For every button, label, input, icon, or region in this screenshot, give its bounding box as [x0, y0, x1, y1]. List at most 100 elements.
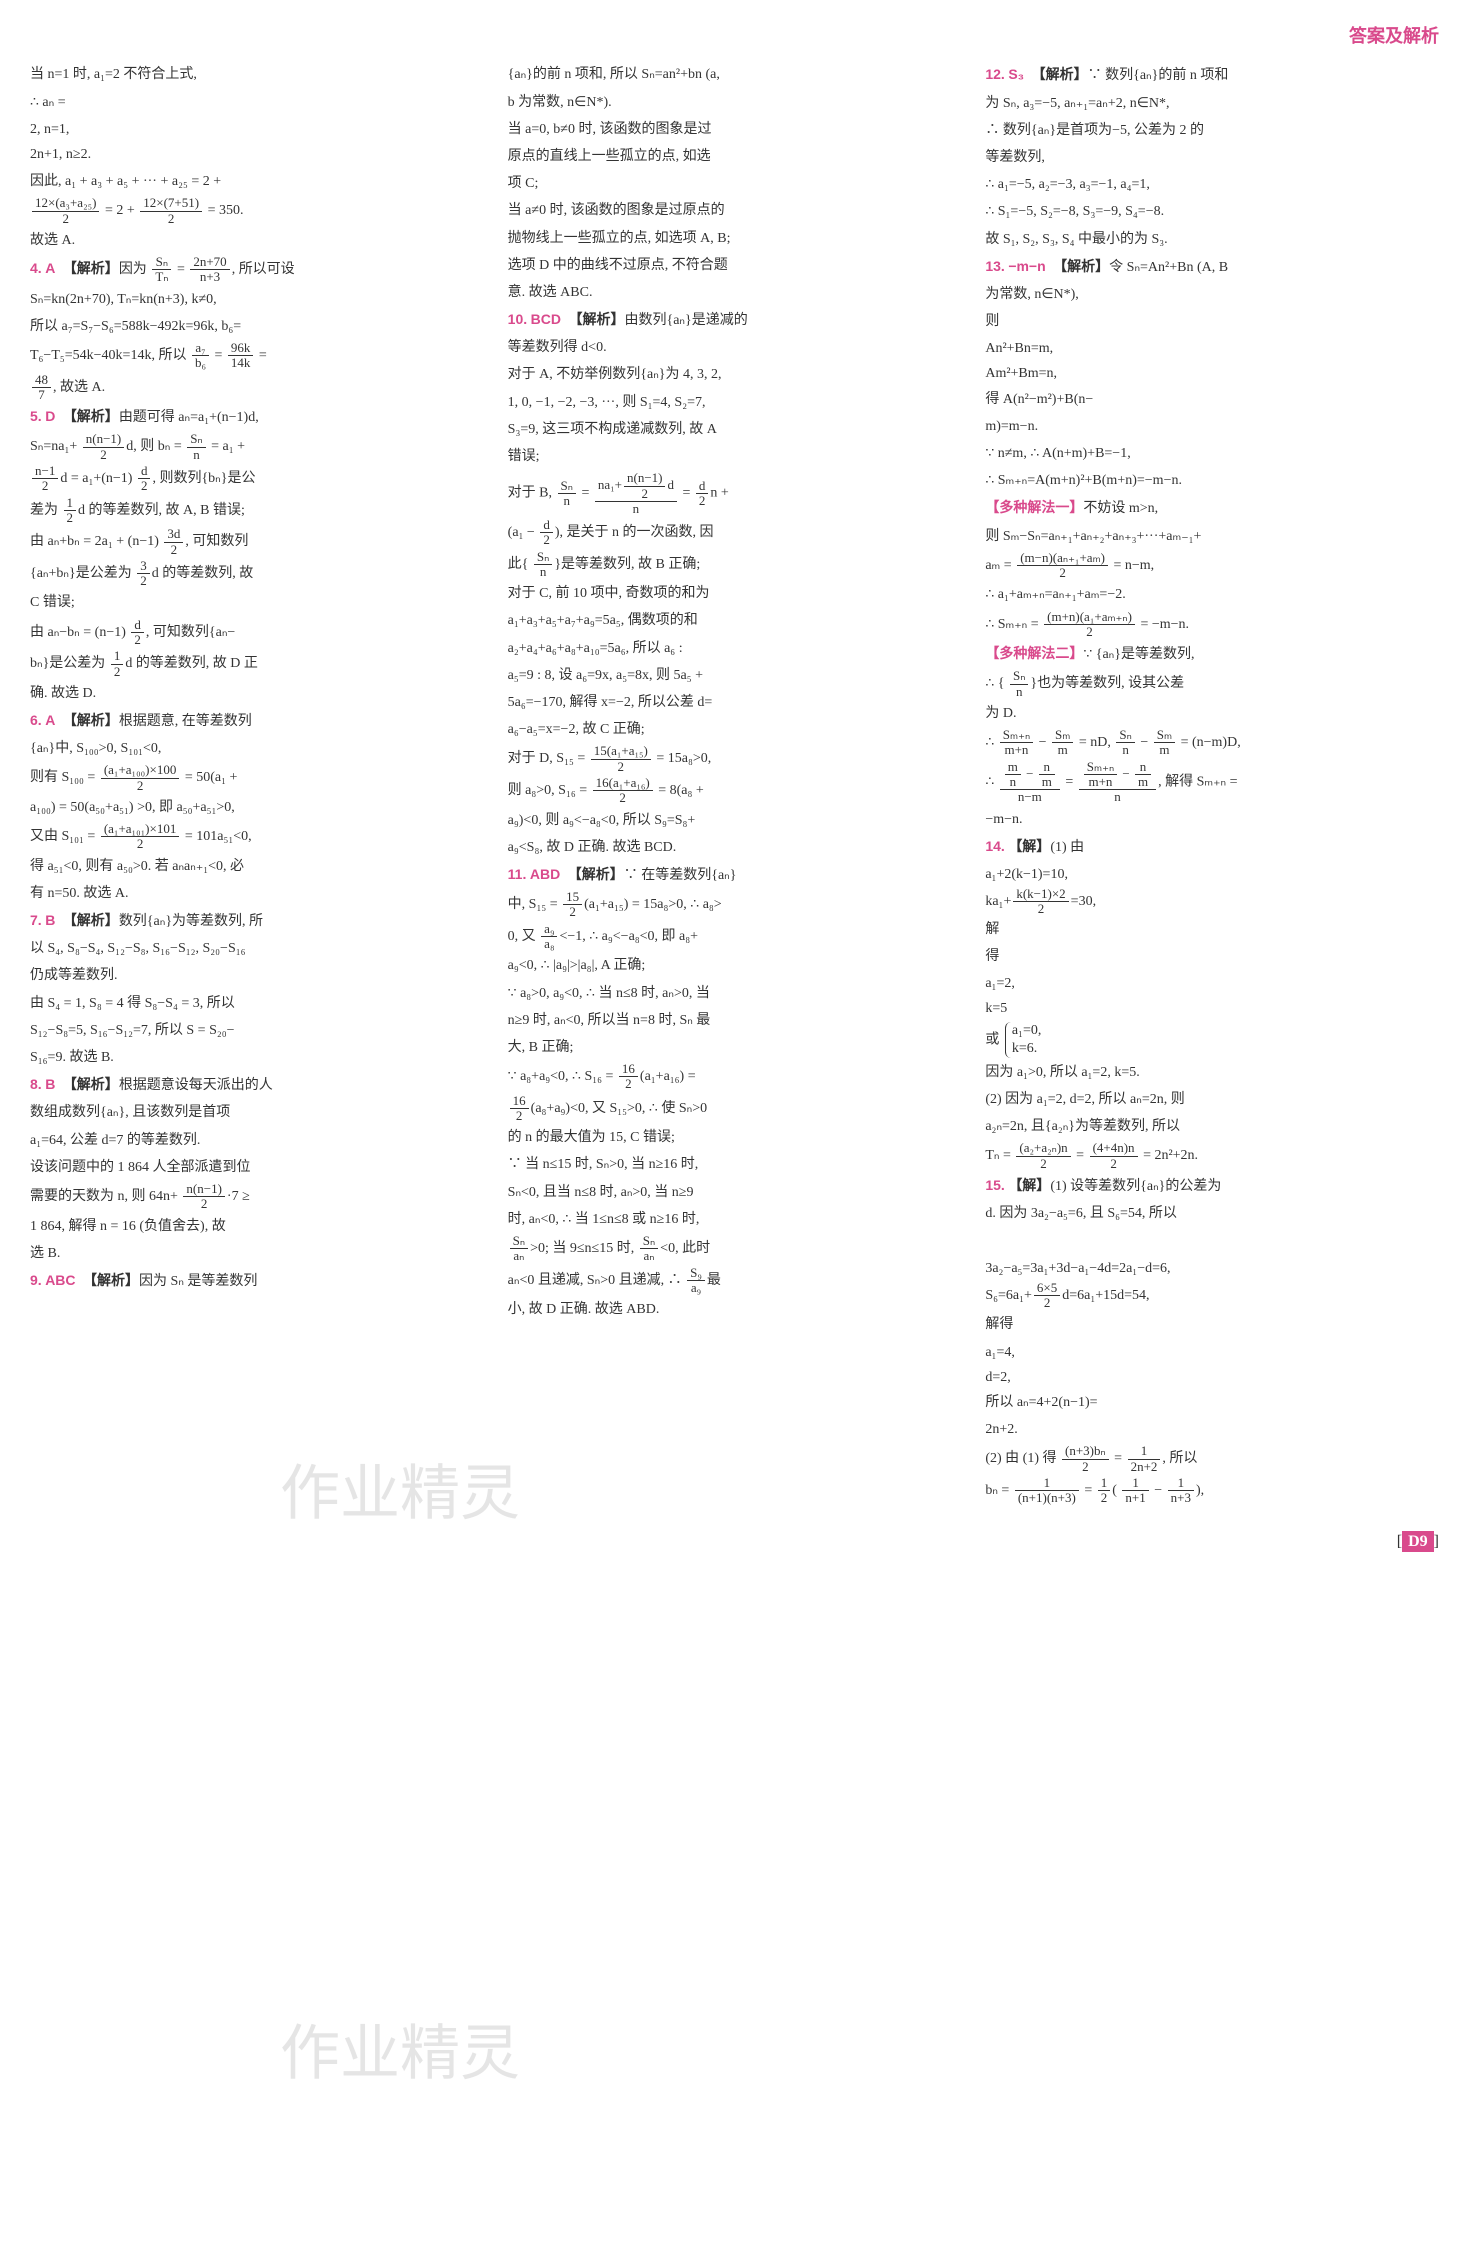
text: ∴ aₙ =	[30, 90, 484, 115]
text: aₘ = (m−n)(aₙ₊₁+aₘ)2 = n−m,	[985, 551, 1439, 581]
text: bₙ}是公差为 12d 的等差数列, 故 D 正	[30, 649, 484, 679]
text: 仍成等差数列.	[30, 963, 484, 988]
text: Sₙ=kn(2n+70), Tₙ=kn(n+3), k≠0,	[30, 287, 484, 312]
text: 由 aₙ+bₙ = 2a₁ + (n−1) 3d2, 可知数列	[30, 527, 484, 557]
text: ∴ S₁=−5, S₂=−8, S₃=−9, S₄=−8.	[985, 199, 1439, 224]
text: a₁₀₀) = 50(a₅₀+a₅₁) >0, 即 a₅₀+a₅₁>0,	[30, 795, 484, 820]
q15: 15. 【解】(1) 设等差数列{aₙ}的公差为	[985, 1173, 1439, 1199]
text: 得	[985, 944, 1439, 969]
text: 中, S₁₅ = 152(a₁+a₁₅) = 15a₈>0, ∴ a₈>	[508, 890, 962, 920]
text: 0, 又 a₉a₈<−1, ∴ a₉<−a₈<0, 即 a₈+	[508, 922, 962, 952]
text: (2) 由 (1) 得 (n+3)bₙ2 = 12n+2, 所以	[985, 1444, 1439, 1474]
q10: 10. BCD 【解析】由数列{aₙ}是递减的	[508, 307, 962, 333]
q4: 4. A 【解析】因为 SₙTₙ = 2n+70n+3, 所以可设	[30, 255, 484, 285]
text: 又由 S₁₀₁ = (a₁+a₁₀₁)×1012 = 101a₅₁<0,	[30, 822, 484, 852]
text: 162(a₈+a₉)<0, 又 S₁₅>0, ∴ 使 Sₙ>0	[508, 1094, 962, 1124]
q5: 5. D 【解析】由题可得 aₙ=a₁+(n−1)d,	[30, 404, 484, 430]
text: 差为 12d 的等差数列, 故 A, B 错误;	[30, 496, 484, 526]
text: (a₁ − d2), 是关于 n 的一次函数, 因	[508, 518, 962, 548]
text: 意. 故选 ABC.	[508, 280, 962, 305]
text: 选项 D 中的曲线不过原点, 不符合题	[508, 253, 962, 278]
column-1: 当 n=1 时, a₁=2 不符合上式, ∴ aₙ = 2, n=1,2n+1,…	[30, 62, 484, 1507]
text: 等差数列得 d<0.	[508, 335, 962, 360]
text: 为常数, n∈N*),	[985, 282, 1439, 307]
text: 由 S₄ = 1, S₈ = 4 得 S₈−S₄ = 3, 所以	[30, 991, 484, 1016]
text: b 为常数, n∈N*).	[508, 90, 962, 115]
text: a₅=9 : 8, 设 a₆=9x, a₅=8x, 则 5a₅ +	[508, 663, 962, 688]
text: 得 a₅₁<0, 则有 a₅₀>0. 若 aₙaₙ₊₁<0, 必	[30, 854, 484, 879]
text: 则 a₈>0, S₁₆ = 16(a₁+a₁₆)2 = 8(a₈ +	[508, 776, 962, 806]
text: 的 n 的最大值为 15, C 错误;	[508, 1125, 962, 1150]
text: aₙ<0 且递减, Sₙ>0 且递减, ∴ S₉a₉最	[508, 1266, 962, 1296]
text: ∴ 数列{aₙ}是首项为−5, 公差为 2 的	[985, 118, 1439, 143]
q12: 12. S₃ 【解析】∵ 数列{aₙ}的前 n 项和	[985, 62, 1439, 88]
text: 当 a=0, b≠0 时, 该函数的图象是过	[508, 117, 962, 142]
text: 对于 A, 不妨举例数列{aₙ}为 4, 3, 2,	[508, 362, 962, 387]
text: Sₙ<0, 且当 n≤8 时, aₙ>0, 当 n≥9	[508, 1180, 962, 1205]
text: S₁₆=9. 故选 B.	[30, 1045, 484, 1070]
text: 确. 故选 D.	[30, 681, 484, 706]
text: Tₙ = (a₂+a₂ₙ)n2 = (4+4n)n2 = 2n²+2n.	[985, 1141, 1439, 1171]
text: S₁₂−S₈=5, S₁₆−S₁₂=7, 所以 S = S₂₀−	[30, 1018, 484, 1043]
text: 数组成数列{aₙ}, 且该数列是首项	[30, 1100, 484, 1125]
text: 解得	[985, 1312, 1439, 1337]
text: {aₙ+bₙ}是公差为 32d 的等差数列, 故	[30, 559, 484, 589]
text: ∵ a₈+a₉<0, ∴ S₁₆ = 162(a₁+a₁₆) =	[508, 1062, 962, 1092]
text: a₂+a₄+a₆+a₈+a₁₀=5a₆, 所以 a₆ :	[508, 636, 962, 661]
text: {aₙ}中, S₁₀₀>0, S₁₀₁<0,	[30, 736, 484, 761]
text: 因为 a₁>0, 所以 a₁=2, k=5.	[985, 1060, 1439, 1085]
text: ∵ a₈>0, a₉<0, ∴ 当 n≤8 时, aₙ>0, 当	[508, 981, 962, 1006]
text: ∴ { Sₙn}也为等差数列, 设其公差	[985, 669, 1439, 699]
text: S₃=9, 这三项不构成递减数列, 故 A	[508, 417, 962, 442]
text: 1 864, 解得 n = 16 (负值舍去), 故	[30, 1214, 484, 1239]
text: 12×(a₃+a₂₅)2 = 2 + 12×(7+51)2 = 350.	[30, 196, 484, 226]
text: 则	[985, 309, 1439, 334]
q14: 14. 【解】(1) 由	[985, 834, 1439, 860]
q7: 7. B 【解析】数列{aₙ}为等差数列, 所	[30, 908, 484, 934]
text: a₁+a₃+a₅+a₇+a₉=5a₅, 偶数项的和	[508, 608, 962, 633]
text: 此{ Sₙn}是等差数列, 故 B 正确;	[508, 550, 962, 580]
text: T₆−T₅=54k−40k=14k, 所以 a₇b₆ = 96k14k =	[30, 341, 484, 371]
text: 设该问题中的 1 864 人全部派遣到位	[30, 1155, 484, 1180]
text: 则有 S₁₀₀ = (a₁+a₁₀₀)×1002 = 50(a₁ +	[30, 763, 484, 793]
text: d. 因为 3a₂−a₅=6, 且 S₆=54, 所以	[985, 1201, 1439, 1226]
text: a₉<0, ∴ |a₉|>|a₈|, A 正确;	[508, 953, 962, 978]
text: 对于 C, 前 10 项中, 奇数项的和为	[508, 581, 962, 606]
text: 以 S₄, S₈−S₄, S₁₂−S₈, S₁₆−S₁₂, S₂₀−S₁₆	[30, 936, 484, 961]
text: 5a₆=−170, 解得 x=−2, 所以公差 d=	[508, 690, 962, 715]
text: 故选 A.	[30, 228, 484, 253]
text: a₁=64, 公差 d=7 的等差数列.	[30, 1128, 484, 1153]
text: 2n+2.	[985, 1417, 1439, 1442]
text: {aₙ}的前 n 项和, 所以 Sₙ=an²+bn (a,	[508, 62, 962, 87]
q8: 8. B 【解析】根据题意设每天派出的人	[30, 1072, 484, 1098]
text: 小, 故 D 正确. 故选 ABD.	[508, 1297, 962, 1322]
text: n≥9 时, aₙ<0, 所以当 n=8 时, Sₙ 最	[508, 1008, 962, 1033]
text: 大, B 正确;	[508, 1035, 962, 1060]
text: 故 S₁, S₂, S₃, S₄ 中最小的为 S₃.	[985, 227, 1439, 252]
text: ∴ Sₘ₊ₙ=A(m+n)²+B(m+n)=−m−n.	[985, 468, 1439, 493]
text: ∵ 当 n≤15 时, Sₙ>0, 当 n≥16 时,	[508, 1152, 962, 1177]
text: 选 B.	[30, 1241, 484, 1266]
text: ∴ Sₘ₊ₙm+n − Sₘm = nD, Sₙn − Sₘm = (n−m)D…	[985, 728, 1439, 758]
column-3: 12. S₃ 【解析】∵ 数列{aₙ}的前 n 项和 为 Sₙ, a₃=−5, …	[985, 62, 1439, 1507]
text: 当 n=1 时, a₁=2 不符合上式,	[30, 62, 484, 87]
text: ∴ mn − nmn−m = Sₘ₊ₙm+n − nmn, 解得 Sₘ₊ₙ =	[985, 760, 1439, 805]
text: 等差数列,	[985, 145, 1439, 170]
text: ∵ n≠m, ∴ A(n+m)+B=−1,	[985, 441, 1439, 466]
text: 抛物线上一些孤立的点, 如选项 A, B;	[508, 226, 962, 251]
text: 1, 0, −1, −2, −3, ···, 则 S₁=4, S₂=7,	[508, 390, 962, 415]
watermark: 作业精灵	[280, 2000, 520, 2108]
method1: 【多种解法一】不妨设 m>n,	[985, 495, 1439, 521]
text: 所以 a₇=S₇−S₆=588k−492k=96k, b₆=	[30, 314, 484, 339]
text: 需要的天数为 n, 则 64n+ n(n−1)2·7 ≥	[30, 1182, 484, 1212]
text: 则 Sₘ−Sₙ=aₙ₊₁+aₙ₊₂+aₙ₊₃+···+aₘ₋₁+	[985, 524, 1439, 549]
text: ∴ a₁=−5, a₂=−3, a₃=−1, a₄=1,	[985, 172, 1439, 197]
text: 当 a≠0 时, 该函数的图象是过原点的	[508, 198, 962, 223]
text: 由 aₙ−bₙ = (n−1) d2, 可知数列{aₙ−	[30, 618, 484, 648]
text: 项 C;	[508, 171, 962, 196]
text: C 错误;	[30, 590, 484, 615]
page-number: [D9]	[30, 1528, 1439, 1557]
text	[985, 1228, 1439, 1253]
text: 原点的直线上一些孤立的点, 如选	[508, 144, 962, 169]
q6: 6. A 【解析】根据题意, 在等差数列	[30, 708, 484, 734]
